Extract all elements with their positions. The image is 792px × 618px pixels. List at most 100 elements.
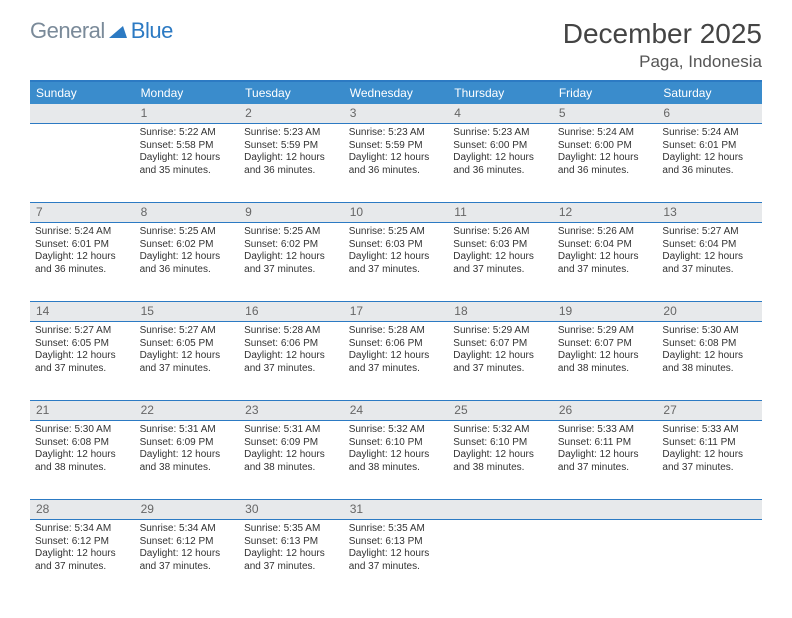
- sunset: Sunset: 6:02 PM: [244, 239, 339, 252]
- day-cell: Sunrise: 5:24 AMSunset: 6:01 PMDaylight:…: [30, 223, 135, 301]
- daylight: Daylight: 12 hours and 38 minutes.: [558, 350, 653, 375]
- sunset: Sunset: 6:13 PM: [244, 536, 339, 549]
- day-number: 23: [239, 401, 344, 420]
- sunset: Sunset: 6:13 PM: [349, 536, 444, 549]
- sunrise: Sunrise: 5:25 AM: [140, 226, 235, 239]
- week-row: Sunrise: 5:27 AMSunset: 6:05 PMDaylight:…: [30, 322, 762, 401]
- sunset: Sunset: 6:07 PM: [453, 338, 548, 351]
- daylight: Daylight: 12 hours and 37 minutes.: [244, 350, 339, 375]
- daylight: Daylight: 12 hours and 37 minutes.: [35, 350, 130, 375]
- day-number: 1: [135, 104, 240, 123]
- daylight: Daylight: 12 hours and 36 minutes.: [662, 152, 757, 177]
- logo-word1: General: [30, 18, 105, 44]
- sunrise: Sunrise: 5:32 AM: [453, 424, 548, 437]
- sunrise: Sunrise: 5:29 AM: [558, 325, 653, 338]
- day-cell: Sunrise: 5:23 AMSunset: 6:00 PMDaylight:…: [448, 124, 553, 202]
- sunset: Sunset: 6:05 PM: [140, 338, 235, 351]
- day-number: 6: [657, 104, 762, 123]
- day-cell: Sunrise: 5:34 AMSunset: 6:12 PMDaylight:…: [30, 520, 135, 598]
- day-cell: Sunrise: 5:22 AMSunset: 5:58 PMDaylight:…: [135, 124, 240, 202]
- day-cell: Sunrise: 5:31 AMSunset: 6:09 PMDaylight:…: [135, 421, 240, 499]
- day-number: 15: [135, 302, 240, 321]
- day-cell: Sunrise: 5:26 AMSunset: 6:04 PMDaylight:…: [553, 223, 658, 301]
- sunrise: Sunrise: 5:28 AM: [349, 325, 444, 338]
- week-row: Sunrise: 5:24 AMSunset: 6:01 PMDaylight:…: [30, 223, 762, 302]
- day-cell: Sunrise: 5:28 AMSunset: 6:06 PMDaylight:…: [344, 322, 449, 400]
- sunrise: Sunrise: 5:23 AM: [453, 127, 548, 140]
- sunset: Sunset: 6:11 PM: [558, 437, 653, 450]
- day-cell: Sunrise: 5:27 AMSunset: 6:05 PMDaylight:…: [135, 322, 240, 400]
- daylight: Daylight: 12 hours and 38 minutes.: [349, 449, 444, 474]
- day-number: 18: [448, 302, 553, 321]
- day-cell: Sunrise: 5:25 AMSunset: 6:02 PMDaylight:…: [239, 223, 344, 301]
- daylight: Daylight: 12 hours and 37 minutes.: [244, 548, 339, 573]
- day-cell: Sunrise: 5:33 AMSunset: 6:11 PMDaylight:…: [657, 421, 762, 499]
- sunset: Sunset: 5:58 PM: [140, 140, 235, 153]
- day-number: 27: [657, 401, 762, 420]
- daylight: Daylight: 12 hours and 37 minutes.: [662, 449, 757, 474]
- day-cell: Sunrise: 5:27 AMSunset: 6:05 PMDaylight:…: [30, 322, 135, 400]
- sunrise: Sunrise: 5:28 AM: [244, 325, 339, 338]
- day-number: 8: [135, 203, 240, 222]
- day-number: 26: [553, 401, 658, 420]
- day-number: 3: [344, 104, 449, 123]
- day-number: 14: [30, 302, 135, 321]
- sunrise: Sunrise: 5:34 AM: [35, 523, 130, 536]
- daynum-row: 78910111213: [30, 203, 762, 223]
- daylight: Daylight: 12 hours and 36 minutes.: [453, 152, 548, 177]
- day-cell: [30, 124, 135, 202]
- sunrise: Sunrise: 5:29 AM: [453, 325, 548, 338]
- sunset: Sunset: 5:59 PM: [349, 140, 444, 153]
- day-cell: Sunrise: 5:32 AMSunset: 6:10 PMDaylight:…: [448, 421, 553, 499]
- sunrise: Sunrise: 5:24 AM: [35, 226, 130, 239]
- day-number: 17: [344, 302, 449, 321]
- day-number: 2: [239, 104, 344, 123]
- day-header-cell: Tuesday: [239, 82, 344, 104]
- day-cell: Sunrise: 5:24 AMSunset: 6:01 PMDaylight:…: [657, 124, 762, 202]
- daylight: Daylight: 12 hours and 36 minutes.: [244, 152, 339, 177]
- day-number: 21: [30, 401, 135, 420]
- daylight: Daylight: 12 hours and 37 minutes.: [35, 548, 130, 573]
- day-number: 4: [448, 104, 553, 123]
- daylight: Daylight: 12 hours and 35 minutes.: [140, 152, 235, 177]
- day-number: [30, 104, 135, 123]
- sunrise: Sunrise: 5:33 AM: [662, 424, 757, 437]
- sunrise: Sunrise: 5:34 AM: [140, 523, 235, 536]
- day-number: [553, 500, 658, 519]
- sunrise: Sunrise: 5:26 AM: [453, 226, 548, 239]
- sunset: Sunset: 6:03 PM: [349, 239, 444, 252]
- day-cell: Sunrise: 5:33 AMSunset: 6:11 PMDaylight:…: [553, 421, 658, 499]
- day-cell: Sunrise: 5:31 AMSunset: 6:09 PMDaylight:…: [239, 421, 344, 499]
- sunrise: Sunrise: 5:22 AM: [140, 127, 235, 140]
- sunset: Sunset: 6:12 PM: [140, 536, 235, 549]
- day-cell: Sunrise: 5:30 AMSunset: 6:08 PMDaylight:…: [657, 322, 762, 400]
- day-cell: Sunrise: 5:24 AMSunset: 6:00 PMDaylight:…: [553, 124, 658, 202]
- day-cell: Sunrise: 5:34 AMSunset: 6:12 PMDaylight:…: [135, 520, 240, 598]
- sunrise: Sunrise: 5:24 AM: [662, 127, 757, 140]
- day-cell: Sunrise: 5:35 AMSunset: 6:13 PMDaylight:…: [239, 520, 344, 598]
- day-cell: Sunrise: 5:23 AMSunset: 5:59 PMDaylight:…: [344, 124, 449, 202]
- sunrise: Sunrise: 5:23 AM: [244, 127, 339, 140]
- sunrise: Sunrise: 5:25 AM: [244, 226, 339, 239]
- daylight: Daylight: 12 hours and 38 minutes.: [244, 449, 339, 474]
- daylight: Daylight: 12 hours and 36 minutes.: [558, 152, 653, 177]
- day-cell: Sunrise: 5:28 AMSunset: 6:06 PMDaylight:…: [239, 322, 344, 400]
- sunset: Sunset: 6:06 PM: [244, 338, 339, 351]
- sunset: Sunset: 6:05 PM: [35, 338, 130, 351]
- sunset: Sunset: 6:10 PM: [349, 437, 444, 450]
- calendar-page: General Blue December 2025 Paga, Indones…: [0, 0, 792, 618]
- sunset: Sunset: 6:10 PM: [453, 437, 548, 450]
- daylight: Daylight: 12 hours and 38 minutes.: [140, 449, 235, 474]
- day-cell: Sunrise: 5:25 AMSunset: 6:03 PMDaylight:…: [344, 223, 449, 301]
- day-number: 11: [448, 203, 553, 222]
- sunrise: Sunrise: 5:31 AM: [244, 424, 339, 437]
- sunset: Sunset: 6:00 PM: [558, 140, 653, 153]
- day-header-row: SundayMondayTuesdayWednesdayThursdayFrid…: [30, 82, 762, 104]
- day-number: 7: [30, 203, 135, 222]
- day-cell: Sunrise: 5:32 AMSunset: 6:10 PMDaylight:…: [344, 421, 449, 499]
- day-number: 25: [448, 401, 553, 420]
- sunset: Sunset: 6:06 PM: [349, 338, 444, 351]
- daylight: Daylight: 12 hours and 38 minutes.: [35, 449, 130, 474]
- day-cell: Sunrise: 5:27 AMSunset: 6:04 PMDaylight:…: [657, 223, 762, 301]
- title-block: December 2025 Paga, Indonesia: [563, 18, 762, 72]
